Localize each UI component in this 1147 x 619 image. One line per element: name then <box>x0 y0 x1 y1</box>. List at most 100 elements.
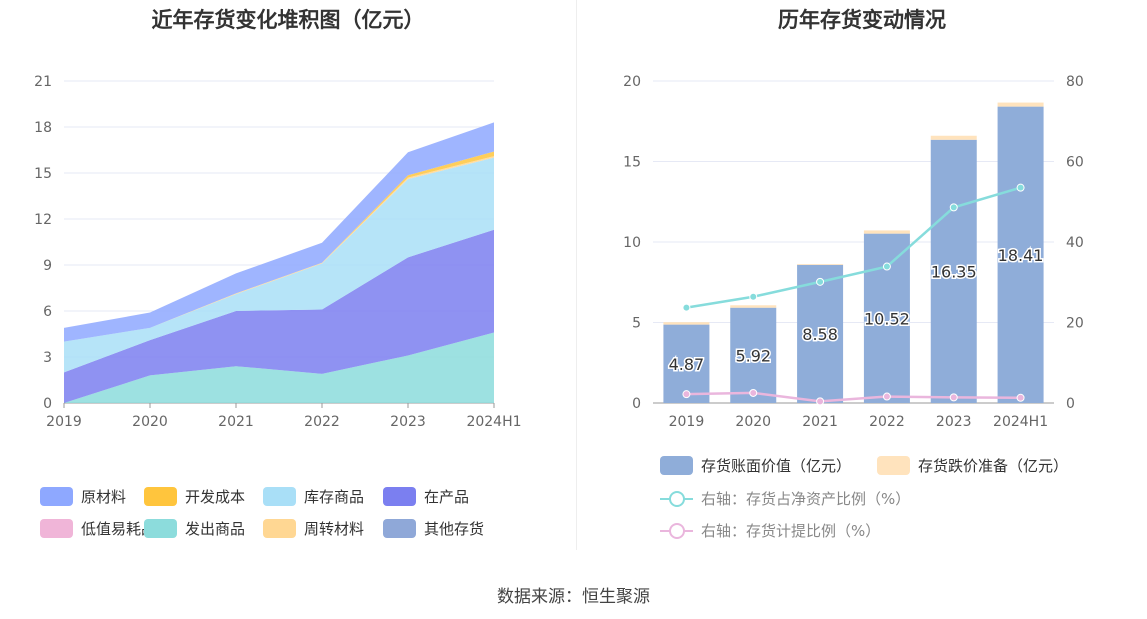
legend-item[interactable]: 存货账面价值（亿元） <box>660 455 851 476</box>
legend-swatch <box>144 487 177 506</box>
line-point <box>882 262 891 271</box>
bar-impairment <box>663 322 710 325</box>
y-tick-label: 9 <box>43 258 52 274</box>
bar-impairment <box>863 230 910 234</box>
line-point <box>1016 183 1025 192</box>
bar-book-value <box>663 324 710 403</box>
legend-item[interactable]: 在产品 <box>383 486 469 507</box>
y-tick-label: 0 <box>632 396 641 412</box>
legend-swatch <box>263 487 296 506</box>
line-series <box>686 186 1021 309</box>
area-在产品 <box>64 229 494 403</box>
y2-tick-label: 20 <box>1066 316 1084 332</box>
x-tick-label: 2020 <box>735 414 771 430</box>
legend-swatch <box>40 487 73 506</box>
legend-item[interactable]: 右轴：存货占净资产比例（%） <box>660 488 910 509</box>
legend-label: 存货跌价准备（亿元） <box>918 457 1069 475</box>
legend-label: 在产品 <box>424 488 470 506</box>
x-tick-label: 2021 <box>218 414 254 430</box>
left-chart-title: 近年存货变化堆积图（亿元） <box>151 8 425 32</box>
bar-data-label: 5.92 <box>735 346 771 365</box>
legend-label: 右轴：存货计提比例（%） <box>701 522 881 540</box>
bar-line-chart-panel: 历年存货变动情况 0 5 10 15 20 0 20 40 60 80 4.87 5.92 8.58 10… <box>577 0 1147 560</box>
bar-impairment <box>930 135 977 140</box>
y-tick-label: 6 <box>43 304 52 320</box>
area-发出商品 <box>64 332 494 403</box>
legend-label: 发出商品 <box>185 520 246 538</box>
bar-data-label: 16.35 <box>931 262 977 281</box>
stacked-area-chart: 0 3 6 9 12 15 18 21 2019 2020 2021 2022 2023 2024H1 <box>34 74 521 430</box>
legend-swatch <box>383 487 416 506</box>
bar-data-label: 8.58 <box>802 325 838 344</box>
legend-label: 存货账面价值（亿元） <box>701 457 852 475</box>
legend-label: 周转材料 <box>304 520 365 538</box>
y2-tick-label: 40 <box>1066 235 1084 251</box>
bar-book-value <box>997 106 1044 403</box>
x-tick-label: 2020 <box>132 414 168 430</box>
y-tick-label: 15 <box>623 155 641 171</box>
x-tick-label: 2024H1 <box>466 414 521 430</box>
bar-data-label: 18.41 <box>998 246 1044 265</box>
y2-tick-label: 80 <box>1066 74 1084 90</box>
legend-item[interactable]: 开发成本 <box>144 486 245 507</box>
x-tick-label: 2021 <box>802 414 838 430</box>
y-tick-label: 10 <box>623 235 641 251</box>
legend-swatch <box>144 519 177 538</box>
legend-swatch <box>877 456 910 475</box>
legend-label: 低值易耗品 <box>81 520 157 538</box>
y-tick-label: 21 <box>34 74 52 90</box>
stacked-area-chart-panel: 近年存货变化堆积图（亿元） 0 3 6 9 12 15 18 21 2019 2020 2021 20… <box>0 0 576 560</box>
x-tick-label: 2023 <box>390 414 426 430</box>
y-tick-label: 5 <box>632 316 641 332</box>
y-tick-label: 18 <box>34 120 52 136</box>
line-series <box>686 391 1021 403</box>
right-chart-title: 历年存货变动情况 <box>778 8 946 32</box>
x-tick-label: 2023 <box>936 414 972 430</box>
legend-item[interactable]: 发出商品 <box>144 518 245 539</box>
bar-data-label: 4.87 <box>669 355 705 374</box>
area-库存商品 <box>64 157 494 373</box>
legend-item[interactable]: 库存商品 <box>263 486 364 507</box>
bar-book-value <box>930 139 977 403</box>
legend-item[interactable]: 其他存货 <box>383 518 484 539</box>
bar-impairment <box>797 264 844 265</box>
x-tick-label: 2022 <box>304 414 340 430</box>
legend-swatch <box>383 519 416 538</box>
panel-divider <box>576 0 577 550</box>
line-point <box>682 303 691 312</box>
legend-swatch <box>660 456 693 475</box>
legend-item[interactable]: 右轴：存货计提比例（%） <box>660 520 880 541</box>
line-point <box>816 397 825 406</box>
legend-label: 原材料 <box>81 488 127 506</box>
y-tick-label: 0 <box>43 396 52 412</box>
y-tick-label: 12 <box>34 212 52 228</box>
legend-label: 其他存货 <box>424 520 485 538</box>
legend-label: 开发成本 <box>185 488 246 506</box>
bar-book-value <box>797 264 844 403</box>
y-tick-label: 15 <box>34 166 52 182</box>
y2-tick-label: 0 <box>1066 396 1075 412</box>
bar-impairment <box>997 102 1044 107</box>
y2-tick-label: 60 <box>1066 155 1084 171</box>
line-point <box>749 388 758 397</box>
line-point <box>882 392 891 401</box>
bar-book-value <box>730 307 777 403</box>
line-point <box>682 390 691 399</box>
legend-swatch <box>263 519 296 538</box>
bar-line-chart: 0 5 10 15 20 0 20 40 60 80 4.87 5.92 8.58 10.52 16.35 1… <box>623 74 1084 430</box>
legend-label: 库存商品 <box>304 488 365 506</box>
data-source-note: 数据来源：恒生聚源 <box>497 587 650 607</box>
x-tick-label: 2019 <box>46 414 82 430</box>
legend-item[interactable]: 原材料 <box>40 486 126 507</box>
legend-item[interactable]: 周转材料 <box>263 518 364 539</box>
bar-data-label: 10.52 <box>864 309 910 328</box>
legend-item[interactable]: 存货跌价准备（亿元） <box>877 455 1068 476</box>
x-tick-label: 2024H1 <box>993 414 1048 430</box>
line-point <box>949 203 958 212</box>
line-point <box>816 277 825 286</box>
line-point <box>749 292 758 301</box>
legend-swatch <box>660 489 693 508</box>
legend-item[interactable]: 低值易耗品 <box>40 518 156 539</box>
line-point <box>1016 393 1025 402</box>
y-tick-label: 20 <box>623 74 641 90</box>
